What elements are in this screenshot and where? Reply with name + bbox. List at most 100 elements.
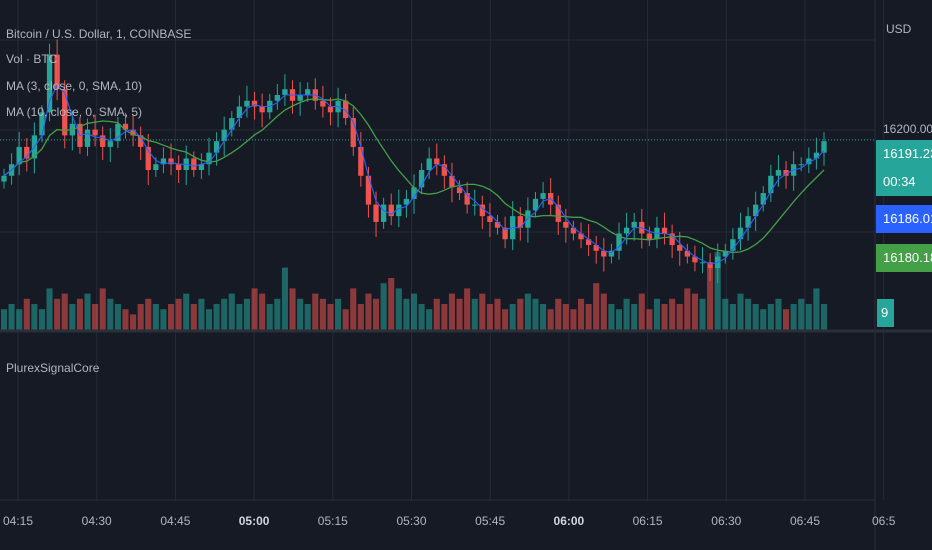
candle-body	[403, 198, 410, 205]
ma-3-value-badge: 16186.01	[876, 205, 932, 233]
candle-body	[130, 129, 136, 136]
candle-body	[434, 158, 440, 165]
volume-bar	[638, 293, 645, 330]
volume-bar	[84, 293, 91, 330]
volume-bar	[243, 298, 250, 330]
volume-bar	[775, 298, 782, 330]
volume-bar	[783, 309, 790, 330]
volume-bar	[23, 298, 30, 330]
price-level-label: 16200.00	[883, 122, 932, 136]
volume-bar	[31, 304, 38, 330]
time-label: 06:30	[711, 514, 742, 528]
volume-bar	[183, 293, 190, 330]
candle-body	[487, 216, 493, 222]
candle-body	[373, 204, 379, 222]
symbol-legend[interactable]: Bitcoin / U.S. Dollar, 1, COINBASE	[6, 27, 192, 41]
time-label: 04:45	[160, 514, 191, 528]
volume-bar	[547, 309, 554, 330]
candle-body	[517, 216, 523, 228]
volume-bar	[107, 298, 114, 330]
volume-bar	[76, 298, 83, 330]
candle-body	[396, 204, 402, 217]
candle-body	[775, 170, 782, 176]
time-label: 06:15	[632, 514, 663, 528]
candle-body	[525, 210, 531, 228]
volume-bar	[137, 304, 144, 330]
volume-bar	[540, 304, 547, 330]
candle-body	[206, 152, 212, 165]
candle-body	[821, 141, 827, 153]
volume-bar	[578, 298, 585, 330]
candle-body	[115, 123, 121, 142]
candle-body	[570, 227, 577, 234]
candle-body	[623, 227, 630, 234]
volume-bar	[820, 304, 828, 330]
ma-10-value-badge: 16180.18	[876, 244, 932, 272]
candle-body	[730, 239, 736, 251]
volume-bar	[99, 288, 106, 330]
volume-bar	[418, 304, 425, 330]
candle-body	[153, 164, 159, 170]
volume-bar	[380, 283, 387, 330]
candle-body	[92, 129, 98, 136]
candle-body	[692, 256, 698, 263]
volume-bar	[441, 304, 448, 330]
candle-body	[39, 112, 45, 136]
indicator-pane-title[interactable]: PlurexSignalCore	[6, 361, 100, 375]
candle-body	[532, 198, 539, 211]
candle-body	[365, 175, 372, 205]
volume-bar	[699, 298, 706, 330]
candle-body	[411, 187, 417, 199]
volume-bar	[259, 293, 266, 330]
volume-bar	[16, 309, 23, 330]
volume-bar	[752, 304, 759, 330]
candle-body	[191, 158, 197, 170]
volume-bar	[790, 304, 797, 330]
volume-bar	[152, 304, 159, 330]
volume-bar	[228, 293, 235, 330]
volume-bar	[168, 304, 175, 330]
candle-body	[646, 233, 653, 240]
volume-bars	[0, 252, 828, 330]
candle-body	[175, 164, 182, 170]
ma-10-legend[interactable]: MA (10, close, 0, SMA, 5)	[6, 105, 143, 119]
candle-body	[479, 204, 485, 217]
volume-bar	[327, 304, 334, 330]
candle-body	[198, 164, 205, 170]
candle-body	[221, 129, 227, 142]
volume-bar	[395, 288, 402, 330]
candle-body	[84, 129, 91, 147]
candles	[1, 39, 827, 284]
candle-body	[343, 100, 349, 119]
countdown-badge: 00:34	[876, 168, 932, 196]
candle-body	[661, 227, 668, 234]
currency-label: USD	[886, 22, 912, 36]
candle-body	[327, 106, 334, 113]
candle-body	[46, 54, 53, 113]
candle-body	[297, 95, 303, 101]
volume-bar	[714, 252, 721, 330]
volume-bar	[266, 304, 273, 330]
volume-bar	[69, 304, 76, 330]
volume-bar	[312, 293, 319, 330]
volume-bar	[471, 298, 478, 330]
volume-legend[interactable]: Vol · BTC	[6, 52, 58, 66]
candle-body	[358, 146, 364, 176]
volume-bar	[38, 309, 45, 330]
volume-bar	[737, 293, 744, 330]
volume-bar	[623, 298, 630, 330]
volume-bar	[767, 304, 774, 330]
volume-bar	[805, 304, 812, 330]
candle-body	[707, 262, 713, 269]
volume-bar	[304, 304, 311, 330]
candle-body	[418, 170, 425, 188]
volume-bar	[464, 288, 471, 330]
volume-bar	[570, 309, 577, 330]
volume-bar	[631, 304, 638, 330]
candle-body	[54, 54, 60, 90]
volume-bar	[373, 298, 380, 330]
candle-body	[806, 158, 812, 165]
volume-bar	[532, 298, 539, 330]
ma-3-legend[interactable]: MA (3, close, 0, SMA, 10)	[6, 79, 143, 93]
